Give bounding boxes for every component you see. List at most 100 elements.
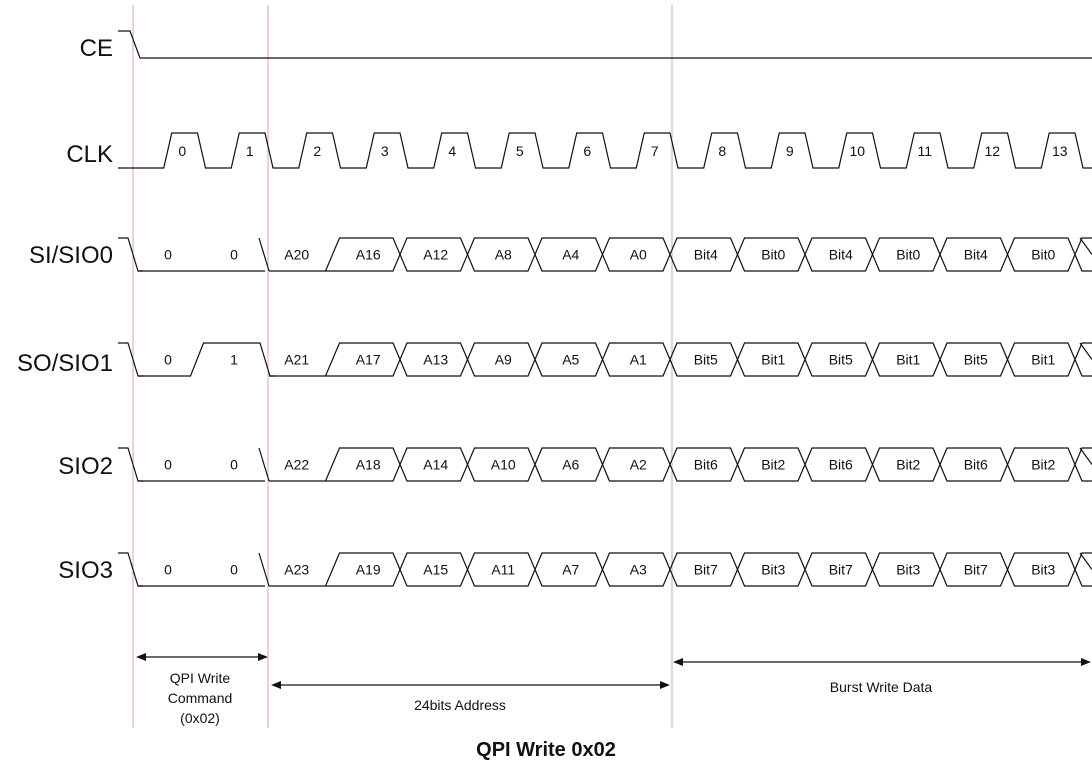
sio1-value-label: Bit5: [964, 352, 988, 368]
sio3-value-label: Bit7: [829, 562, 853, 578]
sio1-waveform: 0 1 A21 A17 A13 A9 A5 A1 Bit5 Bit1 Bit5 Bit1 Bit5 Bit…: [118, 342, 1092, 377]
clk-cycle-label: 10: [850, 143, 866, 159]
ce-waveform: [118, 30, 1092, 59]
sio0-start-edge: [118, 237, 143, 272]
sio2-value-label: A22: [284, 457, 309, 473]
sio0-waveform: 0 0 A20 A16 A12 A8 A4 A0 Bit4 Bit0 Bit4 Bit0 Bit4 Bit…: [118, 237, 1092, 272]
sio3-value-label: A15: [423, 562, 448, 578]
sio0-value-label: A20: [284, 247, 309, 263]
sio2-value-label: Bit2: [761, 457, 785, 473]
address-span-arrow: [271, 681, 670, 689]
signal-label-ce: CE: [80, 35, 113, 62]
sio3-value-label: Bit3: [896, 562, 920, 578]
sio1-value-label: A21: [284, 352, 309, 368]
signal-label-sio0: SI/SIO0: [29, 242, 113, 269]
clk-cycle-label: 3: [381, 143, 389, 159]
sio2-bus-trace-a: [325, 447, 1092, 482]
sio0-value-label: A8: [495, 247, 512, 263]
address-label: 24bits Address: [414, 697, 506, 713]
clk-cycle-label: 6: [583, 143, 591, 159]
sio3-command-end: [258, 552, 270, 587]
sio3-value-label: A23: [284, 562, 309, 578]
sio0-value-label: 0: [164, 247, 172, 263]
burst-span-arrow: [673, 658, 1091, 666]
sio1-value-label: Bit1: [1031, 352, 1055, 368]
clk-cycle-label: 5: [516, 143, 524, 159]
sio1-value-label: A13: [423, 352, 448, 368]
sio3-waveform: 0 0 A23 A19 A15 A11 A7 A3 Bit7 Bit3 Bit7 Bit3 Bit7 Bi…: [118, 552, 1092, 587]
sio1-value-label: 1: [230, 352, 238, 368]
sio1-value-label: A5: [562, 352, 579, 368]
sio0-command-end: [258, 237, 270, 272]
sio2-value-label: A10: [491, 457, 516, 473]
sio0-value-label: A4: [562, 247, 579, 263]
command-label-line2: Command: [168, 690, 233, 706]
clk-trace: [118, 132, 1092, 169]
clk-cycle-label: 13: [1052, 143, 1068, 159]
sio1-value-label: A17: [356, 352, 381, 368]
sio3-start-edge: [118, 552, 143, 587]
sio0-value-label: Bit4: [829, 247, 853, 263]
sio3-value-label: Bit3: [1031, 562, 1055, 578]
sio1-value-label: Bit1: [761, 352, 785, 368]
sio1-value-label: Bit1: [896, 352, 920, 368]
sio3-value-label: 0: [230, 562, 238, 578]
sio0-value-label: Bit0: [896, 247, 920, 263]
sio3-value-label: A11: [491, 562, 515, 578]
sio0-value-label: Bit0: [761, 247, 785, 263]
sio0-bus-trace-a: [325, 237, 1092, 272]
sio1-bus-trace-b: [269, 342, 1092, 377]
diagram-caption: QPI Write 0x02: [476, 739, 616, 761]
sio2-value-label: Bit6: [829, 457, 853, 473]
sio0-value-label: A16: [356, 247, 381, 263]
clk-cycle-label: 11: [918, 143, 933, 159]
sio0-value-label: 0: [230, 247, 238, 263]
command-label-line3: (0x02): [180, 710, 220, 726]
sio0-value-label: Bit0: [1031, 247, 1055, 263]
sio2-value-label: A18: [356, 457, 381, 473]
sio0-end-edge: [1079, 237, 1092, 255]
sio3-end-edge: [1079, 552, 1092, 570]
sio2-command-end: [258, 447, 270, 482]
sio2-value-label: Bit2: [896, 457, 920, 473]
sio3-bus-trace-b: [269, 552, 1092, 587]
sio1-value-label: A1: [630, 352, 647, 368]
sio3-value-label: A3: [630, 562, 647, 578]
command-label-line1: QPI Write: [170, 670, 231, 686]
sio0-value-label: Bit4: [964, 247, 988, 263]
clk-cycle-label: 1: [246, 143, 254, 159]
sio0-bus-trace-b: [269, 237, 1092, 272]
sio2-value-label: Bit6: [694, 457, 718, 473]
sio1-value-label: A9: [495, 352, 512, 368]
sio2-value-label: 0: [164, 457, 172, 473]
signal-label-clk: CLK: [66, 141, 113, 168]
clk-cycle-label: 7: [651, 143, 659, 159]
signal-label-sio1: SO/SIO1: [17, 350, 113, 377]
sio3-value-label: Bit7: [694, 562, 718, 578]
sio2-value-label: A2: [630, 457, 647, 473]
clk-cycle-label: 12: [985, 143, 1001, 159]
sio0-value-label: Bit4: [694, 247, 718, 263]
clk-cycle-label: 8: [718, 143, 726, 159]
sio2-end-edge: [1079, 447, 1092, 465]
sio3-value-label: 0: [164, 562, 172, 578]
sio1-value-label: Bit5: [694, 352, 718, 368]
sio1-end-edge: [1079, 342, 1092, 360]
sio3-value-label: Bit7: [964, 562, 988, 578]
sio2-value-label: Bit2: [1031, 457, 1055, 473]
sio3-value-label: Bit3: [761, 562, 785, 578]
sio0-value-label: A12: [423, 247, 448, 263]
sio1-start-edge: [118, 342, 143, 377]
clk-cycle-label: 4: [448, 143, 456, 159]
sio1-command-trace: [138, 342, 275, 377]
clk-cycle-label: 2: [313, 143, 321, 159]
sio1-bus-trace-a: [325, 342, 1092, 377]
clk-waveform: 0 1 2 3 4 5 6 7 8 9 10 11 12 13: [118, 132, 1092, 169]
sio3-bus-trace-a: [325, 552, 1092, 587]
sio2-value-label: 0: [230, 457, 238, 473]
sio2-start-edge: [118, 447, 143, 482]
sio1-value-label: Bit5: [829, 352, 853, 368]
sio2-value-label: A14: [423, 457, 448, 473]
signal-label-sio3: SIO3: [58, 557, 113, 584]
